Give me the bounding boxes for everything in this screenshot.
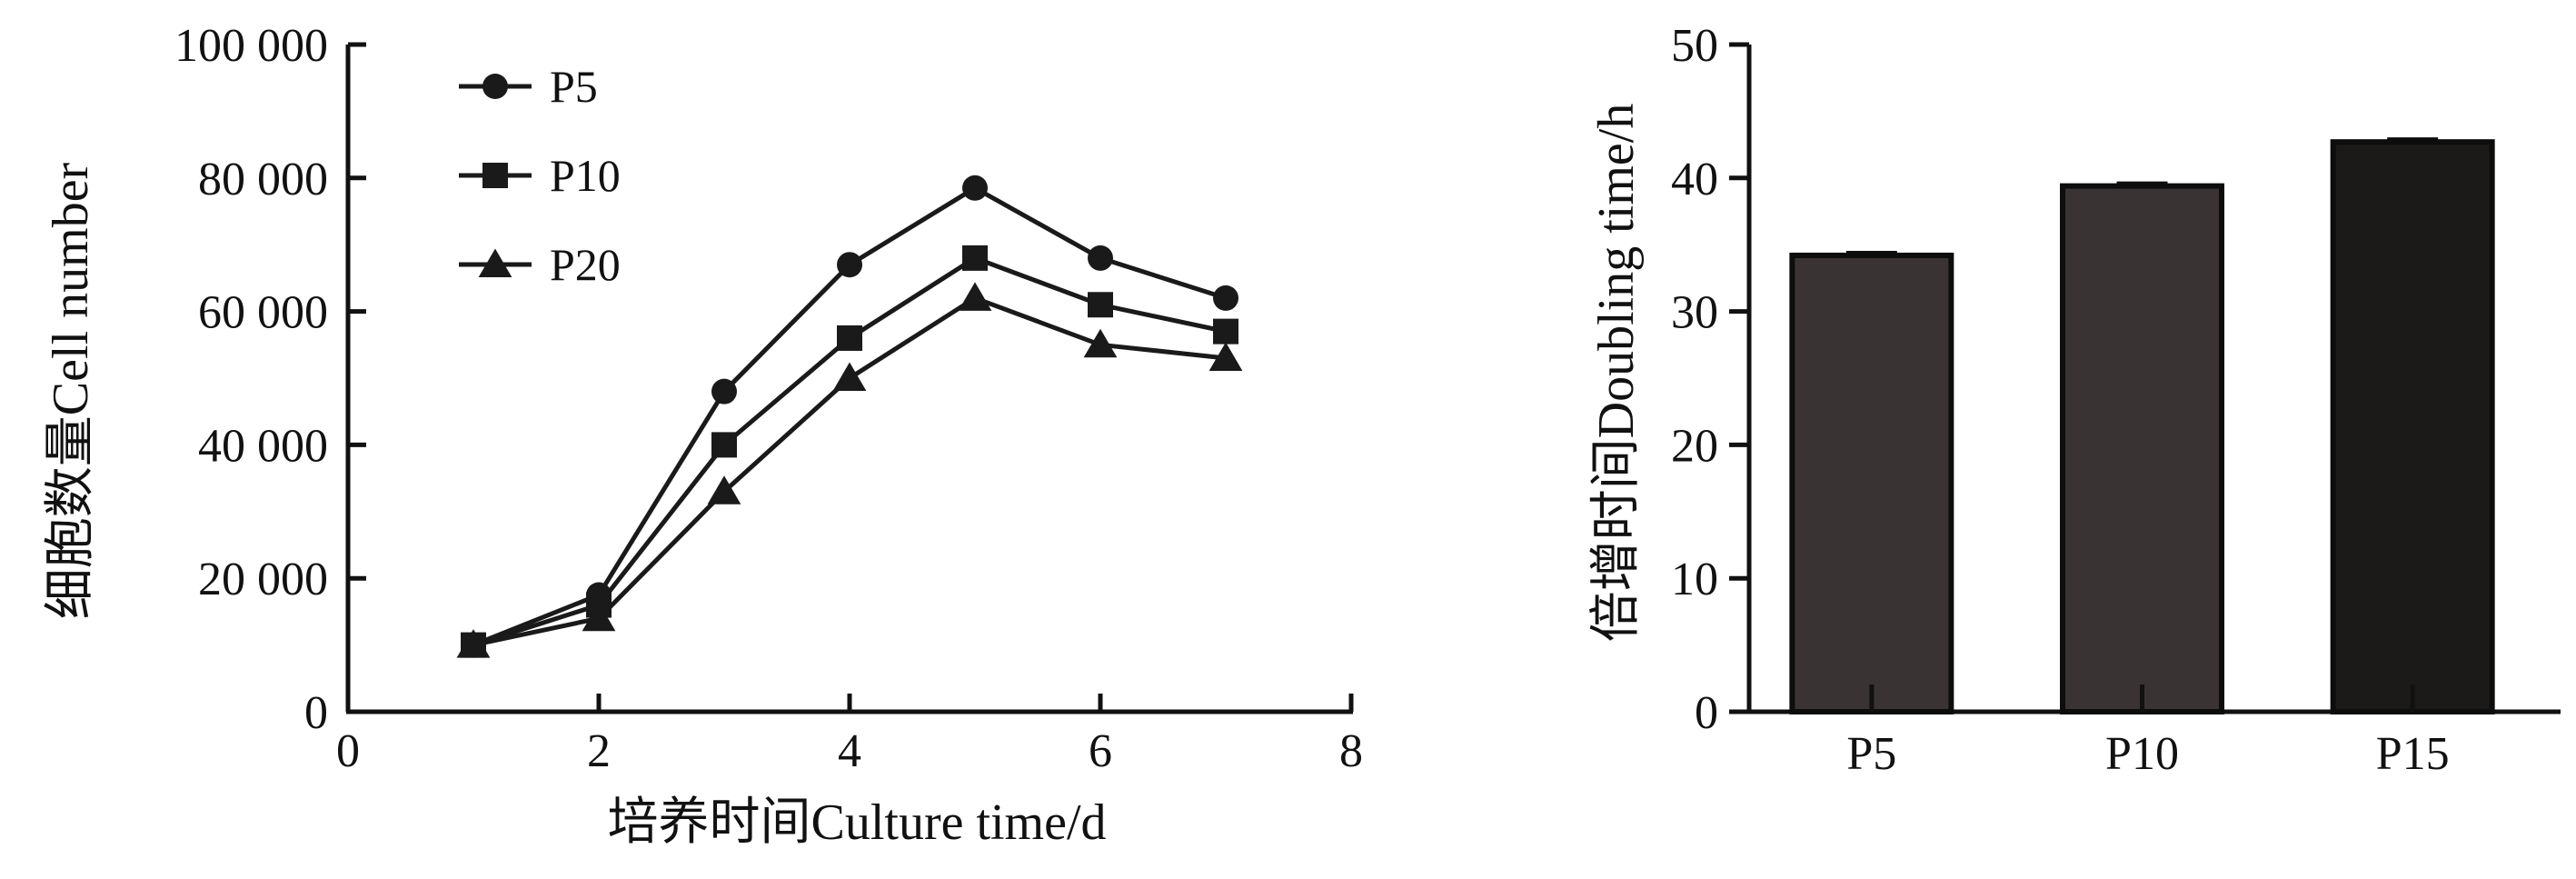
bar-chart-ticks: 0 10 20 30 40 50 [1671, 20, 1749, 739]
data-point [1213, 318, 1238, 345]
data-point [1208, 342, 1243, 371]
data-point [1083, 328, 1118, 358]
bar-chart-y-tick-label: 20 [1671, 420, 1718, 472]
data-point [837, 252, 862, 278]
line-chart-y-tick-label: 20 000 [198, 554, 328, 605]
legend-label: P20 [550, 239, 621, 290]
bar-chart-y-tick-label: 50 [1671, 20, 1718, 72]
bar-p10 [2060, 183, 2224, 715]
legend-marker [482, 163, 508, 188]
line-chart-legend: P5 P10 P20 [459, 61, 621, 290]
line-chart-x-tick-label: 4 [838, 725, 861, 777]
data-point [456, 629, 491, 658]
line-chart-x-tick-label: 6 [1089, 725, 1112, 777]
bar-chart-y-tick-label: 10 [1671, 554, 1718, 605]
legend-marker [478, 248, 512, 277]
bar-chart-bars: P5 P10 P15 [1789, 137, 2495, 780]
line-chart-y-tick-label: 80 000 [198, 154, 328, 205]
legend-item-p5: P5 [459, 61, 598, 112]
line-chart-series [456, 175, 1243, 658]
data-point [582, 602, 616, 632]
data-point [711, 378, 737, 405]
line-series-p10 [461, 245, 1238, 658]
bar-p15 [2330, 139, 2495, 714]
data-point [1088, 245, 1113, 271]
line-chart-y-tick-label: 0 [304, 687, 328, 739]
bar-chart: 0 10 20 30 40 50 P5 P10 P15 倍增时间Doubling time/h [1588, 20, 2561, 780]
bar-chart-y-axis-title: 倍增时间Doubling time/h [1588, 104, 1645, 643]
line-chart-y-axis-title: 细胞数量Cell number [43, 162, 99, 619]
legend-item-p20: P20 [459, 239, 621, 290]
data-point [962, 175, 988, 201]
line-chart-x-tick-label: 0 [336, 725, 360, 777]
data-point [1213, 285, 1238, 311]
data-point [837, 325, 862, 351]
line-chart-x-tick-label: 2 [587, 725, 611, 777]
line-chart: 0 2 4 6 8 0 20 000 40 000 60 000 80 000 100 000 P5… [43, 20, 1363, 851]
line-series-p20 [456, 282, 1243, 658]
data-point [958, 282, 992, 311]
bar-category-label: P10 [2105, 728, 2179, 780]
bar-chart-y-tick-label: 40 [1671, 154, 1718, 205]
legend-label: P10 [550, 150, 621, 201]
legend-marker [482, 74, 508, 99]
line-chart-y-tick-label: 100 000 [174, 20, 328, 72]
data-point [707, 475, 741, 504]
bar-chart-y-tick-label: 30 [1671, 287, 1718, 339]
line-chart-x-axis-title: 培养时间Culture time/d [607, 794, 1106, 851]
bar-category-label: P15 [2376, 728, 2450, 780]
bar-chart-y-tick-label: 0 [1695, 687, 1718, 739]
line-chart-ticks: 0 2 4 6 8 0 20 000 40 000 60 000 80 000 100 000 [174, 20, 1363, 777]
data-point [711, 432, 737, 458]
data-point [1088, 292, 1113, 318]
data-point [832, 362, 867, 391]
line-chart-x-tick-label: 8 [1339, 725, 1363, 777]
line-chart-y-tick-label: 60 000 [198, 287, 328, 339]
bar-p5 [1789, 252, 1954, 714]
legend-label: P5 [550, 61, 598, 112]
data-point [962, 245, 988, 271]
line-chart-y-tick-label: 40 000 [198, 420, 328, 472]
legend-item-p10: P10 [459, 150, 621, 201]
bar-category-label: P5 [1846, 728, 1896, 780]
